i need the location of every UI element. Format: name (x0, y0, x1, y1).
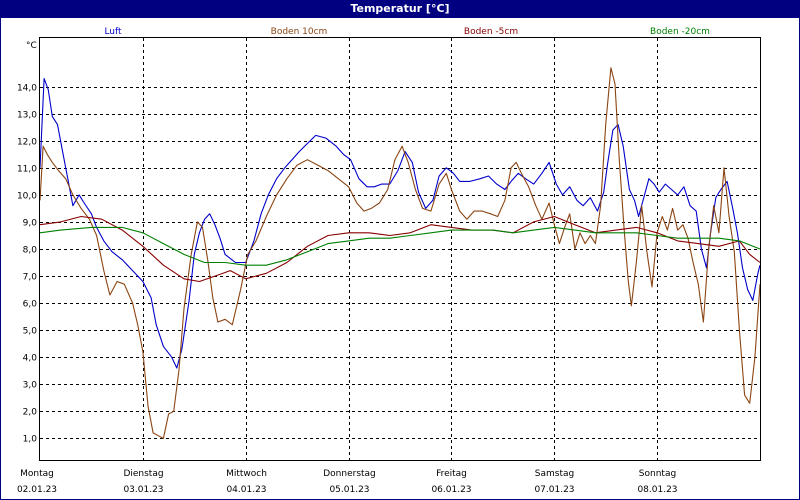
x-tick-date-label: 08.01.23 (637, 485, 677, 495)
y-tick-label: 12,0 (17, 138, 37, 148)
x-axis-ticks: Montag 02.01.23 Dienstag 03.01.23 Mittwoch 04… (17, 469, 678, 495)
plot-area-border (39, 37, 761, 461)
x-tick-date-label: 02.01.23 (17, 485, 57, 495)
legend-entry: Boden -20cm (650, 27, 710, 37)
series-line-luft (39, 78, 761, 369)
y-tick-label: 5,0 (23, 327, 38, 337)
x-tick-day-label: Donnerstag (323, 469, 376, 479)
x-tick-date-label: 05.01.23 (329, 485, 369, 495)
y-tick-label: 9,0 (23, 219, 38, 229)
y-tick-label: 6,0 (23, 300, 38, 310)
y-tick-label: 11,0 (17, 165, 37, 175)
legend-entry: Luft (104, 27, 122, 37)
legend-entry: Boden -5cm (464, 27, 518, 37)
x-tick-date-label: 04.01.23 (226, 485, 266, 495)
y-tick-label: 3,0 (23, 381, 38, 391)
x-tick-date-label: 06.01.23 (431, 485, 471, 495)
series-lines (39, 67, 761, 439)
y-axis-unit: °C (26, 41, 37, 51)
legend: Luft Boden 10cm Boden -5cm Boden -20cm (104, 27, 710, 37)
y-tick-label: 2,0 (23, 408, 38, 418)
y-axis-ticks: 1,0 2,0 3,0 4,0 5,0 6,0 7,0 8,0 9,0 10,0 11,0 12,0 1… (17, 84, 37, 445)
y-tick-label: 14,0 (17, 84, 37, 94)
series-line-boden-20cm (39, 226, 761, 266)
y-tick-label: 4,0 (23, 354, 38, 364)
legend-entry: Boden 10cm (271, 27, 328, 37)
series-line-boden-5cm (39, 215, 761, 283)
x-tick-day-label: Sonntag (639, 469, 676, 479)
y-tick-label: 1,0 (23, 435, 38, 445)
x-tick-day-label: Dienstag (123, 469, 163, 479)
y-tick-label: 7,0 (23, 273, 38, 283)
series-line-boden-10cm (39, 67, 761, 439)
y-tick-label: 8,0 (23, 246, 38, 256)
grid-lines (40, 38, 760, 460)
x-tick-day-label: Freitag (436, 469, 467, 479)
x-tick-date-label: 07.01.23 (534, 485, 574, 495)
y-tick-label: 13,0 (17, 111, 37, 121)
x-tick-day-label: Samstag (535, 469, 574, 479)
chart-title: Temperatur [°C] (0, 0, 800, 18)
x-tick-date-label: 03.01.23 (123, 485, 163, 495)
x-tick-day-label: Mittwoch (226, 469, 267, 479)
y-tick-label: 10,0 (17, 192, 37, 202)
x-tick-day-label: Montag (20, 469, 54, 479)
